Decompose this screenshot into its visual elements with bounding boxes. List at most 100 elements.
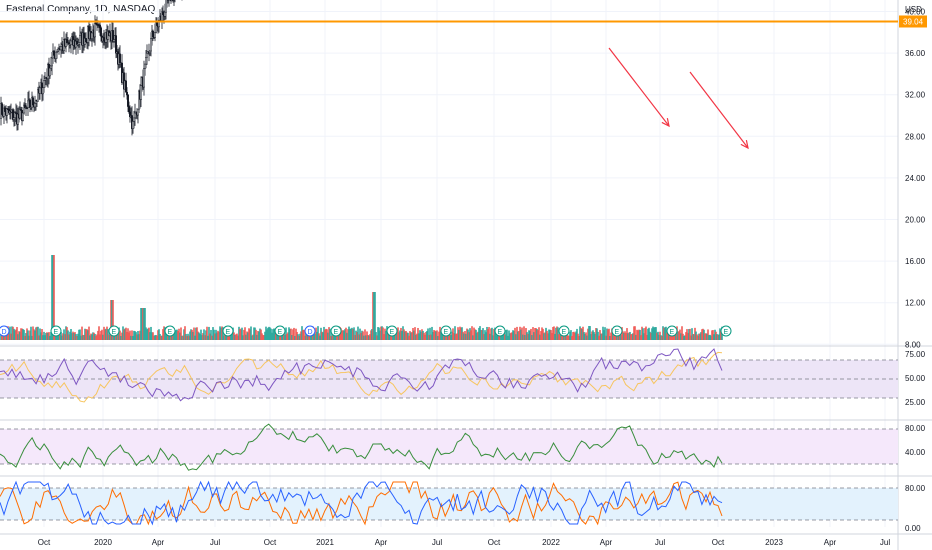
volume-bar xyxy=(93,332,95,340)
volume-bar xyxy=(448,332,450,340)
volume-bar xyxy=(322,332,324,340)
volume-bar xyxy=(128,332,130,340)
volume-bar xyxy=(121,332,123,340)
volume-bar xyxy=(306,333,308,340)
volume-bar xyxy=(45,332,47,340)
volume-bar xyxy=(191,329,193,340)
volume-bar xyxy=(616,335,618,340)
volume-bar xyxy=(159,333,161,340)
volume-bar xyxy=(663,327,665,340)
volume-bar xyxy=(137,331,139,340)
time-tick-label: Oct xyxy=(712,538,725,547)
candle-body xyxy=(43,80,45,88)
volume-bar xyxy=(636,329,638,340)
volume-bar xyxy=(47,332,49,340)
volume-bar xyxy=(27,330,29,340)
volume-bar xyxy=(678,331,680,340)
volume-bar xyxy=(449,333,451,340)
volume-bar xyxy=(239,328,241,340)
volume-bar xyxy=(344,329,346,340)
volume-bar xyxy=(149,332,151,340)
volume-bar xyxy=(150,326,152,340)
volume-bar xyxy=(325,328,327,340)
volume-bar xyxy=(263,335,265,340)
candle-body xyxy=(4,107,6,112)
time-tick-label: Jul xyxy=(880,538,890,547)
volume-bar xyxy=(332,335,334,340)
volume-bar xyxy=(210,329,212,340)
volume-bar xyxy=(337,335,339,340)
volume-bar xyxy=(621,327,623,340)
volume-bar xyxy=(699,333,701,340)
volume-bar xyxy=(581,328,583,340)
candlestick-series xyxy=(0,0,183,136)
volume-bar xyxy=(544,332,546,340)
volume-bar xyxy=(610,332,612,340)
price-tick-label: 32.00 xyxy=(905,91,926,100)
volume-bar xyxy=(92,332,94,340)
volume-bar xyxy=(625,333,627,340)
volume-bar xyxy=(313,334,315,340)
volume-bar xyxy=(425,331,427,340)
volume-bar xyxy=(204,335,206,340)
volume-bar xyxy=(719,328,721,340)
volume-bar xyxy=(476,332,478,340)
volume-bar xyxy=(223,335,225,340)
volume-bar xyxy=(638,329,640,340)
volume-bar xyxy=(105,328,107,340)
volume-bar xyxy=(700,332,702,340)
volume-bar xyxy=(680,333,682,340)
volume-bar xyxy=(389,334,391,340)
volume-bar xyxy=(511,332,513,340)
volume-bar xyxy=(246,331,248,340)
volume-bar xyxy=(381,326,383,340)
trend-arrow-shaft xyxy=(608,47,670,127)
volume-bar xyxy=(146,329,148,340)
event-marker-letter: E xyxy=(54,329,59,336)
volume-bar xyxy=(269,327,271,340)
volume-bar xyxy=(11,326,13,340)
volume-bar xyxy=(222,327,224,340)
volume-bar xyxy=(695,331,697,340)
volume-bar xyxy=(574,332,576,340)
volume-bar xyxy=(521,327,523,340)
volume-bar xyxy=(684,335,686,340)
volume-bar xyxy=(178,328,180,340)
volume-bar xyxy=(661,335,663,340)
volume-bar xyxy=(351,327,353,340)
volume-bar xyxy=(37,326,39,340)
volume-bar xyxy=(53,255,55,340)
pane-axis-labels: 75.00 50.00 25.00 80.00 40.00 80.00 0.00 xyxy=(905,350,926,533)
volume-bar xyxy=(232,327,234,340)
volume-bar xyxy=(600,333,602,340)
volume-bar xyxy=(478,327,480,340)
volume-bar xyxy=(543,333,545,340)
volume-bar xyxy=(134,331,136,340)
volume-bar xyxy=(593,332,595,340)
volume-bar xyxy=(49,335,51,340)
volume-bar xyxy=(208,326,210,340)
volume-bar xyxy=(542,328,544,340)
volume-bar xyxy=(40,332,42,340)
volume-bar xyxy=(361,330,363,340)
event-marker-letter: E xyxy=(498,329,503,336)
event-marker-icon xyxy=(0,325,10,337)
volume-bar xyxy=(378,327,380,340)
volume-bar xyxy=(706,333,708,340)
pane-tick-label: 80.00 xyxy=(905,484,926,493)
volume-bar xyxy=(147,328,149,340)
volume-bar xyxy=(318,333,320,340)
volume-bar xyxy=(103,326,105,340)
candle-body xyxy=(164,11,166,17)
volume-bar xyxy=(397,327,399,340)
volume-bar xyxy=(288,327,290,340)
volume-bar xyxy=(614,334,616,340)
support-badge: 39.04 xyxy=(899,15,927,28)
volume-bar xyxy=(520,329,522,340)
volume-bar xyxy=(209,333,211,340)
volume-bar xyxy=(530,328,532,340)
volume-bar xyxy=(477,331,479,340)
volume-bar xyxy=(296,331,298,340)
volume-bar xyxy=(545,327,547,340)
